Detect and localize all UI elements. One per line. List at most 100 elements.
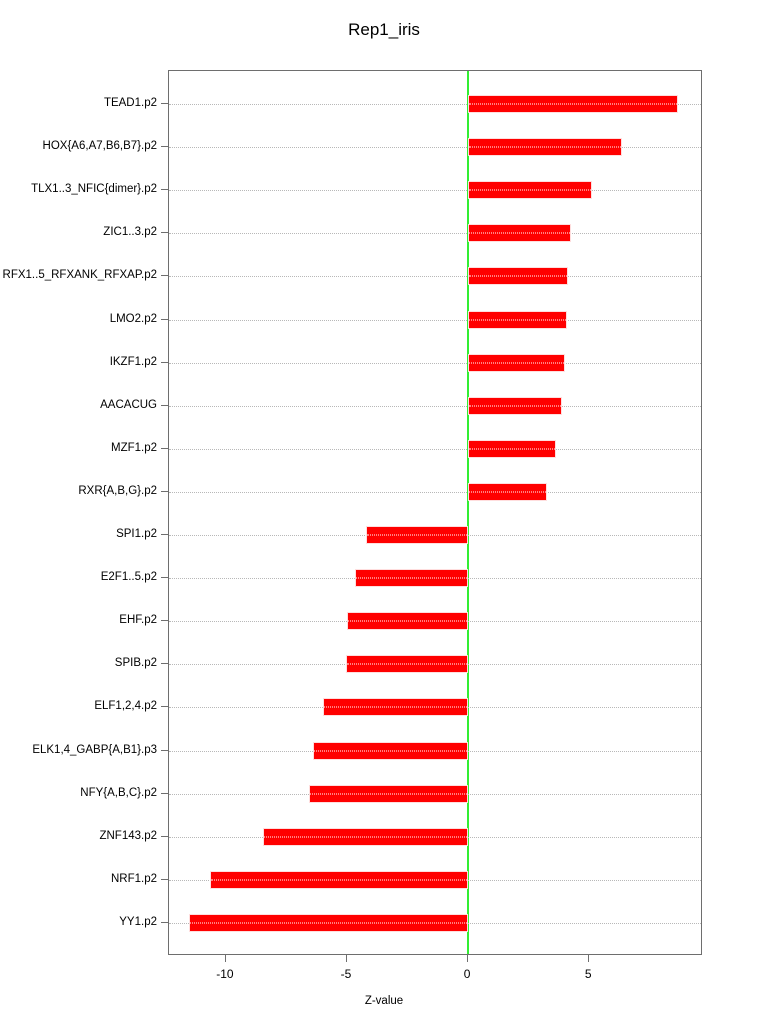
y-tick-mark [161, 232, 168, 234]
y-tick-mark [161, 534, 168, 536]
y-tick-label: ZNF143.p2 [99, 829, 157, 842]
x-tick-label: 5 [584, 967, 592, 981]
bar[interactable] [366, 526, 469, 545]
y-tick-mark [161, 620, 168, 622]
y-tick-label: SPIB.p2 [114, 657, 157, 670]
y-tick-mark [161, 749, 168, 751]
bar-gridline-overlay [469, 405, 562, 407]
gridline [169, 233, 701, 235]
y-tick-mark [161, 275, 168, 277]
y-tick-mark [161, 490, 168, 492]
bar[interactable] [468, 310, 568, 329]
bar-gridline-overlay [210, 879, 468, 881]
y-tick-label: IKZF1.p2 [109, 355, 157, 368]
x-tick-label: -5 [340, 967, 352, 981]
bar-gridline-overlay [367, 534, 468, 536]
y-tick-mark [161, 447, 168, 449]
y-tick-label: HOX{A6,A7,B6,B7}.p2 [42, 140, 157, 153]
y-tick-label: ZIC1..3.p2 [103, 226, 157, 239]
bar[interactable] [468, 353, 566, 372]
y-tick-mark [161, 103, 168, 104]
bar[interactable] [468, 482, 548, 501]
bar-gridline-overlay [469, 319, 567, 321]
y-tick-mark [161, 189, 168, 191]
y-tick-label: RFX1..5_RFXANK_RFXAP.p2 [2, 269, 157, 282]
y-tick-label: TEAD1.p2 [103, 97, 157, 109]
y-tick-label: ELF1,2,4.p2 [94, 700, 157, 713]
y-tick-mark [161, 835, 168, 837]
y-tick-mark [161, 577, 168, 579]
x-tick-label: -10 [216, 967, 234, 981]
x-tick-mark [467, 955, 469, 962]
gridline [169, 276, 701, 278]
y-tick-label: RXR{A,B,G}.p2 [78, 484, 157, 497]
y-tick-label: LMO2.p2 [109, 312, 157, 325]
bar[interactable] [468, 439, 557, 458]
y-tick-label: EHF.p2 [119, 614, 157, 627]
bar[interactable] [262, 827, 469, 846]
bar[interactable] [308, 784, 469, 803]
y-tick-label: MZF1.p2 [110, 441, 157, 454]
y-tick-mark [161, 146, 168, 148]
gridline [169, 104, 701, 105]
bar[interactable] [209, 870, 469, 889]
bar-gridline-overlay [469, 448, 556, 450]
bar[interactable] [468, 138, 623, 157]
y-tick-label: E2F1..5.p2 [100, 571, 157, 584]
y-tick-mark [161, 361, 168, 363]
y-tick-mark [161, 404, 168, 406]
bar[interactable] [468, 396, 563, 415]
bar-gridline-overlay [324, 706, 468, 708]
bar[interactable] [468, 224, 572, 243]
gridline [169, 405, 701, 407]
bar-gridline-overlay [469, 103, 678, 105]
bar[interactable] [188, 914, 469, 932]
y-tick-label: ELK1,4_GABP{A,B1}.p3 [32, 743, 157, 756]
bar[interactable] [313, 741, 469, 760]
bar-gridline-overlay [189, 922, 468, 924]
gridline [169, 491, 701, 493]
y-tick-mark [161, 706, 168, 708]
zero-reference-line [467, 71, 469, 954]
bar[interactable] [468, 267, 569, 286]
plot-area [168, 70, 702, 955]
gridline [169, 319, 701, 321]
gridline [169, 147, 701, 149]
bar-gridline-overlay [355, 577, 468, 579]
gridline [169, 362, 701, 364]
bar-gridline-overlay [348, 620, 468, 622]
bar-gridline-overlay [469, 491, 547, 493]
bar[interactable] [468, 95, 679, 113]
bar[interactable] [468, 181, 593, 200]
y-tick-label: AACACUG [100, 398, 157, 411]
gridline [169, 190, 701, 192]
gridline [169, 448, 701, 450]
y-tick-mark [161, 318, 168, 320]
bar-gridline-overlay [469, 189, 592, 191]
y-tick-mark [161, 663, 168, 665]
y-tick-label: NRF1.p2 [110, 872, 157, 885]
chart-title: Rep1_iris [348, 20, 420, 39]
bar[interactable] [346, 655, 469, 674]
x-tick-mark [346, 955, 347, 962]
y-tick-label: TLX1..3_NFIC{dimer}.p2 [31, 183, 157, 196]
x-tick-mark [224, 955, 226, 962]
bar[interactable] [347, 612, 469, 631]
bar-gridline-overlay [469, 232, 571, 234]
x-tick-mark [588, 955, 590, 962]
bar-gridline-overlay [314, 750, 468, 752]
y-tick-label: NFY{A,B,C}.p2 [80, 786, 157, 799]
bar[interactable] [354, 569, 469, 588]
bar-gridline-overlay [469, 275, 568, 277]
bar-gridline-overlay [347, 663, 468, 665]
x-tick-label: 0 [463, 967, 471, 981]
bar[interactable] [323, 698, 469, 717]
bar-gridline-overlay [469, 146, 622, 148]
bar-gridline-overlay [263, 836, 468, 838]
x-axis-title: Z-value [364, 995, 404, 1007]
bar-gridline-overlay [469, 362, 565, 364]
y-tick-label: YY1.p2 [119, 916, 157, 928]
y-tick-mark [161, 922, 168, 923]
y-tick-mark [161, 792, 168, 794]
